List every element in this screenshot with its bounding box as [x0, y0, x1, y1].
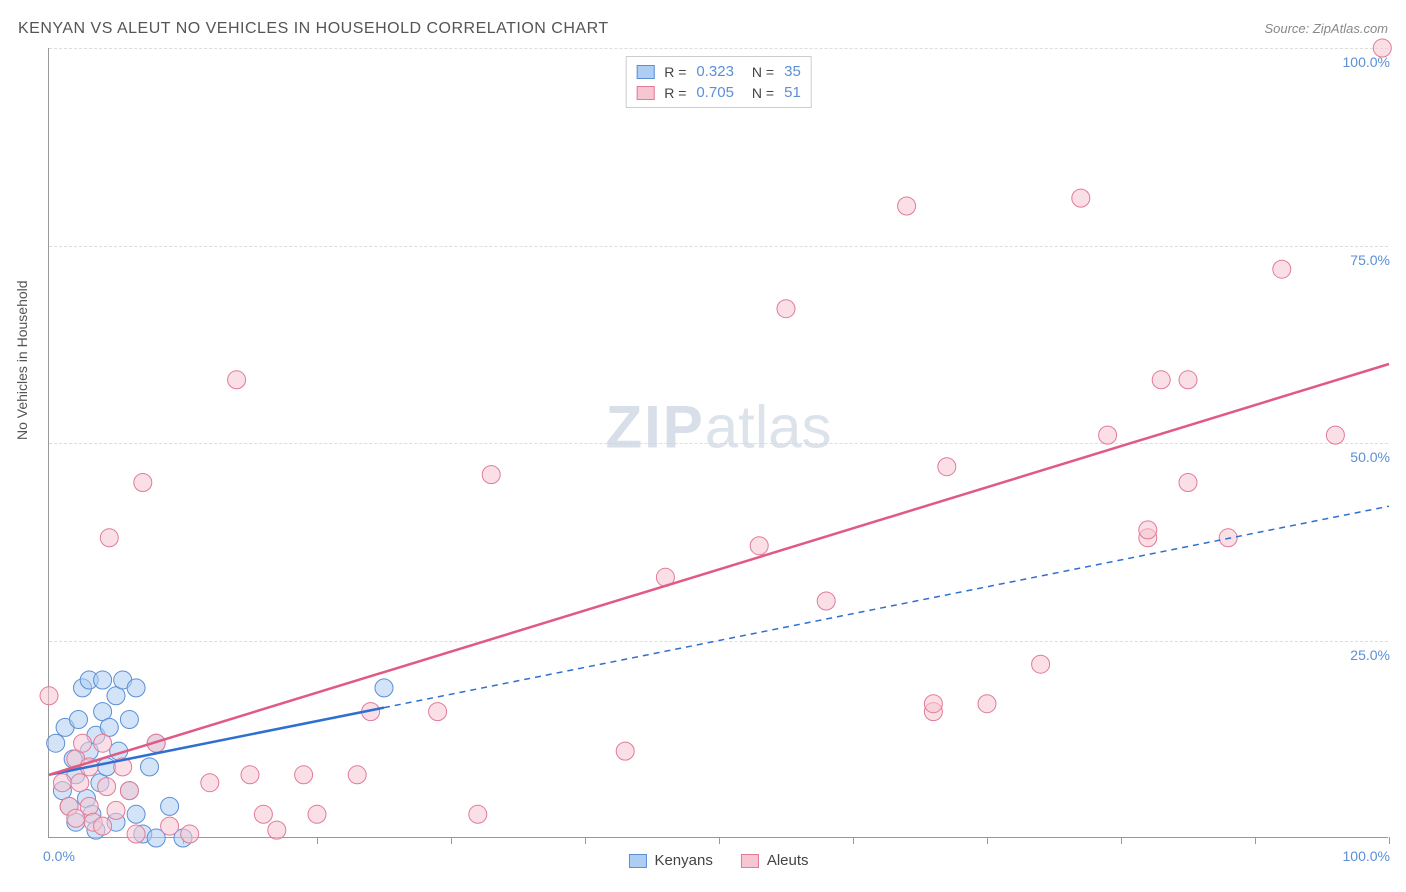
point-aleuts [1179, 371, 1197, 389]
r-value-aleuts: 0.705 [696, 84, 734, 101]
point-aleuts [161, 817, 179, 835]
x-tick [987, 837, 988, 844]
point-aleuts [268, 821, 286, 839]
x-tick [1121, 837, 1122, 844]
point-aleuts [1072, 189, 1090, 207]
point-kenyans [127, 805, 145, 823]
point-aleuts [1326, 426, 1344, 444]
point-aleuts [898, 197, 916, 215]
chart-title: KENYAN VS ALEUT NO VEHICLES IN HOUSEHOLD… [18, 20, 609, 38]
point-aleuts [71, 774, 89, 792]
swatch-aleuts [741, 854, 759, 868]
point-aleuts [94, 734, 112, 752]
x-tick [719, 837, 720, 844]
x-tick [451, 837, 452, 844]
point-kenyans [375, 679, 393, 697]
fit-line-dashed-kenyans [384, 506, 1389, 707]
point-aleuts [1179, 474, 1197, 492]
point-aleuts [429, 703, 447, 721]
point-aleuts [80, 797, 98, 815]
legend-label-kenyans: Kenyans [654, 852, 712, 869]
x-tick [853, 837, 854, 844]
point-kenyans [120, 711, 138, 729]
point-aleuts [938, 458, 956, 476]
point-aleuts [777, 300, 795, 318]
point-aleuts [40, 687, 58, 705]
swatch-kenyans [636, 65, 654, 79]
point-aleuts [98, 778, 116, 796]
legend-label-aleuts: Aleuts [767, 852, 809, 869]
point-kenyans [94, 703, 112, 721]
x-tick [1255, 837, 1256, 844]
x-tick [585, 837, 586, 844]
scatter-svg [49, 48, 1388, 837]
point-kenyans [161, 797, 179, 815]
point-aleuts [295, 766, 313, 784]
point-aleuts [100, 529, 118, 547]
n-label: N = [752, 85, 774, 101]
point-aleuts [53, 774, 71, 792]
r-label: R = [664, 85, 686, 101]
legend-correlation: R = 0.323 N = 35 R = 0.705 N = 51 [625, 56, 812, 108]
legend-row-kenyans: R = 0.323 N = 35 [636, 61, 801, 82]
legend-series: Kenyans Aleuts [628, 852, 808, 869]
plot-area: ZIPatlas R = 0.323 N = 35 R = 0.705 N = … [48, 48, 1388, 838]
point-kenyans [98, 758, 116, 776]
point-kenyans [69, 711, 87, 729]
x-tick [317, 837, 318, 844]
n-value-aleuts: 51 [784, 84, 801, 101]
source-label: Source: ZipAtlas.com [1264, 21, 1388, 36]
point-aleuts [107, 801, 125, 819]
point-aleuts [74, 734, 92, 752]
point-aleuts [201, 774, 219, 792]
point-aleuts [308, 805, 326, 823]
point-aleuts [241, 766, 259, 784]
x-tick-label: 0.0% [43, 848, 75, 864]
point-aleuts [120, 782, 138, 800]
point-aleuts [924, 695, 942, 713]
point-aleuts [127, 825, 145, 843]
point-kenyans [100, 718, 118, 736]
n-label: N = [752, 64, 774, 80]
point-kenyans [141, 758, 159, 776]
swatch-aleuts [636, 86, 654, 100]
point-aleuts [1032, 655, 1050, 673]
point-aleuts [228, 371, 246, 389]
y-axis-label: No Vehicles in Household [14, 280, 30, 440]
point-kenyans [127, 679, 145, 697]
fit-line-aleuts [49, 364, 1389, 775]
x-tick-label: 100.0% [1343, 848, 1390, 864]
point-aleuts [1152, 371, 1170, 389]
point-aleuts [469, 805, 487, 823]
point-aleuts [616, 742, 634, 760]
r-value-kenyans: 0.323 [696, 63, 734, 80]
swatch-kenyans [628, 854, 646, 868]
point-aleuts [1273, 260, 1291, 278]
point-aleuts [750, 537, 768, 555]
point-aleuts [134, 474, 152, 492]
r-label: R = [664, 64, 686, 80]
point-kenyans [47, 734, 65, 752]
point-aleuts [348, 766, 366, 784]
point-kenyans [107, 687, 125, 705]
point-aleuts [181, 825, 199, 843]
n-value-kenyans: 35 [784, 63, 801, 80]
point-aleuts [1099, 426, 1117, 444]
point-aleuts [817, 592, 835, 610]
point-kenyans [94, 671, 112, 689]
point-aleuts [978, 695, 996, 713]
point-aleuts [254, 805, 272, 823]
point-aleuts [94, 817, 112, 835]
legend-item-kenyans: Kenyans [628, 852, 712, 869]
point-aleuts [1373, 39, 1391, 57]
title-bar: KENYAN VS ALEUT NO VEHICLES IN HOUSEHOLD… [18, 20, 1388, 38]
point-aleuts [482, 466, 500, 484]
point-aleuts [1139, 521, 1157, 539]
legend-item-aleuts: Aleuts [741, 852, 809, 869]
legend-row-aleuts: R = 0.705 N = 51 [636, 82, 801, 103]
x-tick [1389, 837, 1390, 844]
